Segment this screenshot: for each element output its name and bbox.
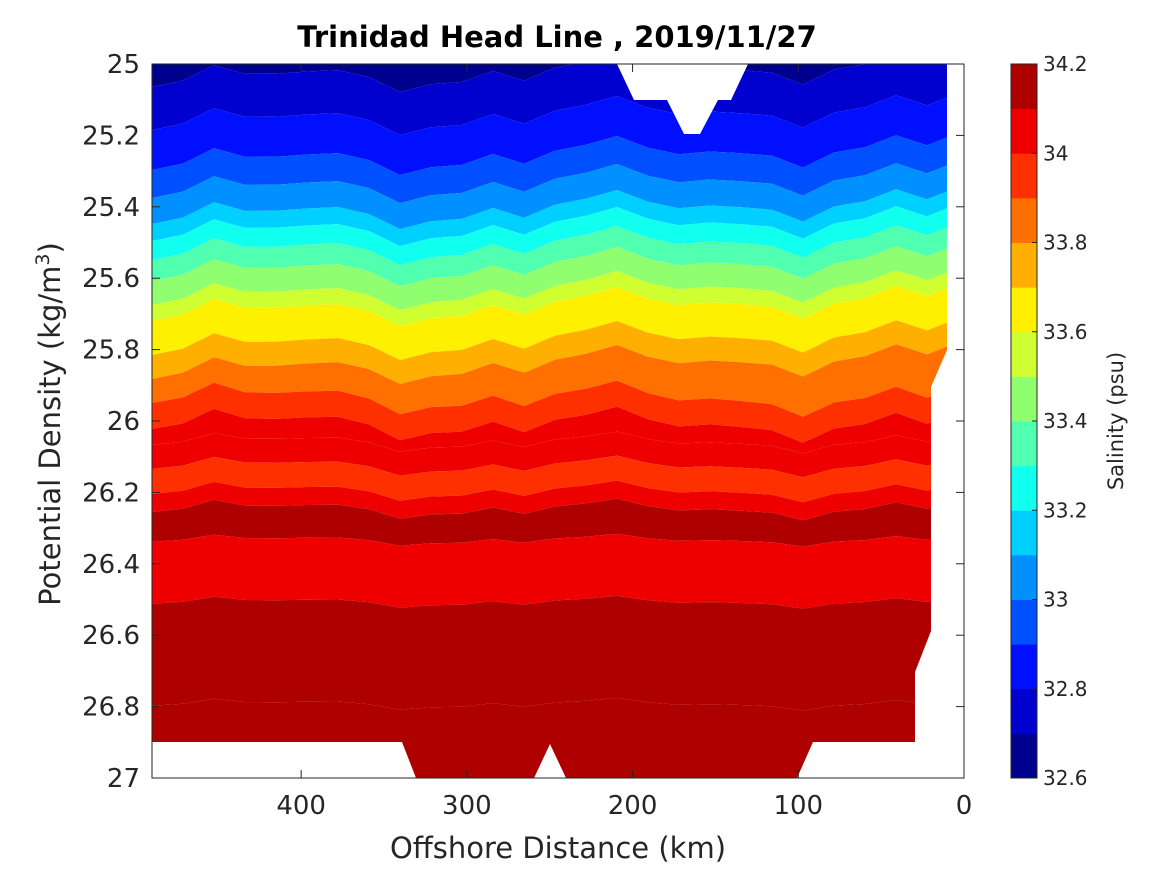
y-tick-label: 26.4	[82, 550, 140, 580]
colorbar-swatch	[1011, 465, 1037, 511]
x-axis-ticks: 400 300 200 100 0	[276, 64, 972, 821]
colorbar-swatch	[1011, 733, 1037, 779]
colorbar-swatch	[1011, 287, 1037, 333]
contour-band	[152, 225, 947, 287]
x-tick-label: 300	[442, 791, 492, 821]
colorbar-label: Salinity (psu)	[1104, 352, 1128, 490]
x-tick-label: 100	[773, 791, 823, 821]
x-tick-label: 400	[276, 791, 326, 821]
colorbar-swatch	[1011, 108, 1037, 154]
colorbar-tick-label: 32.6	[1043, 766, 1088, 790]
colorbar-swatch	[1011, 644, 1037, 690]
contour-band	[152, 286, 947, 361]
y-tick-label: 26	[107, 407, 140, 437]
y-tick-label: 25	[107, 50, 140, 80]
colorbar-tick-label: 33.8	[1043, 231, 1088, 255]
colorbar: 34.2 34 33.8 33.6 33.4 33.2 33 32.8 32.6	[1010, 52, 1088, 790]
y-tick-label: 25.4	[82, 193, 140, 223]
x-axis-label: Offshore Distance (km)	[390, 831, 726, 865]
contour-band	[152, 344, 947, 417]
colorbar-swatch	[1011, 153, 1037, 199]
contour-band	[152, 189, 947, 247]
colorbar-tick-label: 34	[1043, 141, 1068, 165]
contour-band	[152, 135, 947, 204]
colorbar-swatch	[1011, 688, 1037, 734]
contour-band	[152, 406, 947, 454]
contour-bands	[152, 64, 947, 778]
colorbar-tick-label: 34.2	[1043, 52, 1088, 76]
contour-band	[152, 95, 947, 176]
colorbar-tick-label: 33.4	[1043, 409, 1088, 433]
colorbar-tick-label: 33.6	[1043, 320, 1088, 344]
y-axis-ticks: 25 25.2 25.4 25.6 25.8 26 26.2 26.4 26.6 26.8 27	[82, 50, 964, 794]
contour-band	[152, 380, 947, 443]
colorbar-tick-label: 32.8	[1043, 677, 1088, 701]
colorbar-tick-label: 33.2	[1043, 498, 1088, 522]
contour-band	[152, 246, 947, 311]
colorbar-swatch	[1011, 510, 1037, 556]
colorbar-tick-label: 33	[1043, 588, 1068, 612]
colorbar-swatch	[1011, 599, 1037, 645]
contour-band	[152, 595, 947, 711]
chart-title: Trinidad Head Line , 2019/11/27	[297, 20, 817, 54]
y-tick-label: 27	[107, 764, 140, 794]
y-tick-label: 26.2	[82, 478, 140, 508]
colorbar-swatch	[1011, 554, 1037, 600]
contour-band	[152, 163, 947, 230]
colorbar-swatch	[1011, 331, 1037, 377]
y-tick-label: 25.8	[82, 336, 140, 366]
colorbar-swatch	[1011, 421, 1037, 467]
colorbar-swatch	[1011, 376, 1037, 422]
y-tick-label: 26.8	[82, 693, 140, 723]
colorbar-swatch	[1011, 242, 1037, 288]
contour-band	[152, 431, 947, 478]
y-tick-label: 25.6	[82, 264, 140, 294]
contour-band	[152, 64, 947, 136]
contour-band	[152, 533, 947, 609]
contour-band	[152, 697, 947, 778]
contour-band	[152, 64, 947, 93]
contour-band	[152, 270, 947, 327]
x-tick-label: 200	[608, 791, 658, 821]
y-tick-label: 26.6	[82, 621, 140, 651]
contour-band	[152, 498, 947, 547]
x-tick-label: 0	[956, 791, 973, 821]
y-tick-label: 25.2	[82, 121, 140, 151]
contour-band	[152, 480, 947, 521]
y-axis-label: Potential Density (kg/m3)	[32, 242, 67, 606]
y-axis-label-superscript: 3	[32, 253, 54, 265]
y-axis-label-text: Potential Density (kg/m	[33, 266, 67, 606]
contour-band	[152, 455, 947, 503]
y-axis-label-close: )	[33, 242, 67, 253]
contour-plot-area	[152, 64, 947, 778]
contour-band	[152, 206, 947, 266]
colorbar-swatch	[1011, 197, 1037, 243]
contour-band	[152, 320, 947, 385]
colorbar-swatch	[1011, 64, 1037, 110]
